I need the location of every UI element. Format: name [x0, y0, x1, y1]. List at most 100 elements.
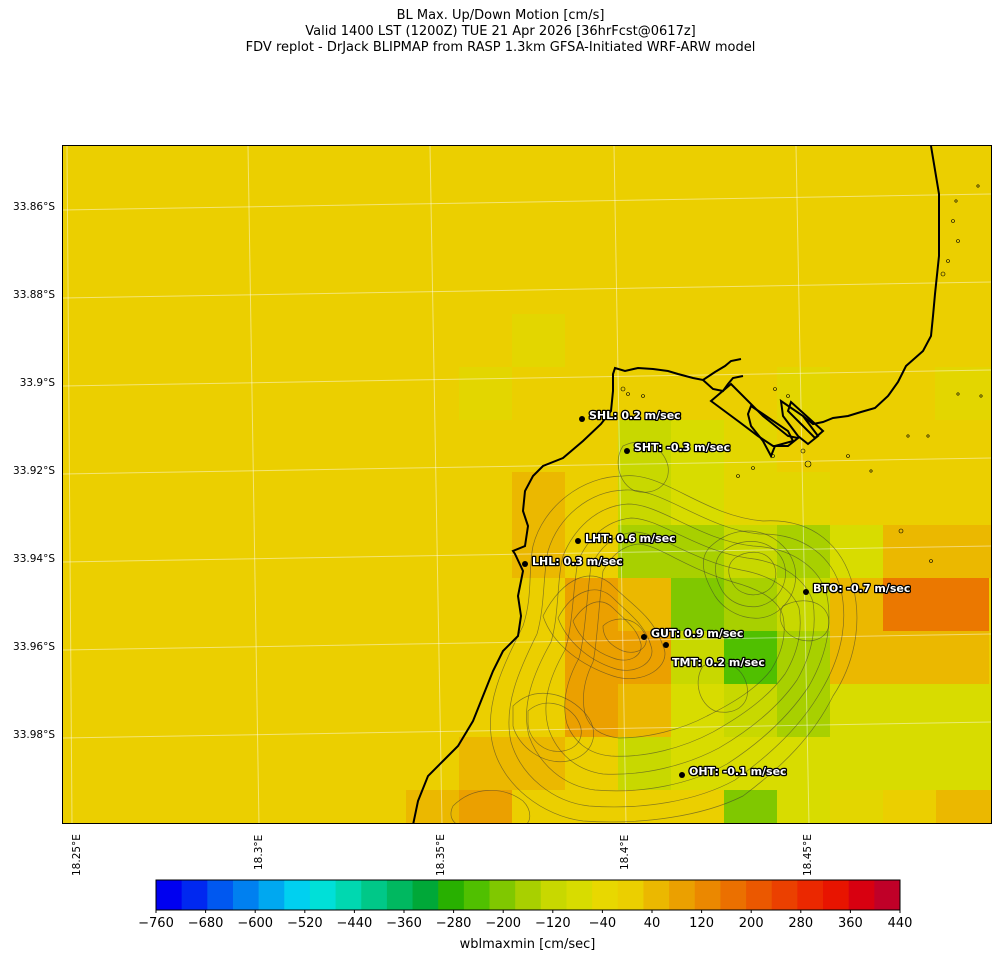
colorbar-swatch: [771, 880, 798, 910]
grid-cell: [883, 578, 989, 631]
colorbar-tick-label: 440: [887, 916, 913, 931]
grid-cell: [459, 367, 512, 420]
grid-cell: [830, 525, 883, 578]
colorbar-tick-label: −280: [435, 916, 472, 931]
grid-cell: [883, 525, 991, 578]
station-dot-lhl: [522, 561, 528, 567]
grid-cell: [777, 367, 830, 420]
grid-cell: [724, 790, 777, 823]
terrain-contours: [450, 441, 858, 823]
lon-label: 18.45°E: [802, 834, 814, 876]
colorbar-swatch: [284, 880, 311, 910]
lat-label: 33.98°S: [13, 729, 55, 741]
lat-label: 33.88°S: [13, 289, 55, 301]
lon-label: 18.25°E: [71, 834, 83, 876]
colorbar-swatch: [489, 880, 516, 910]
colorbar-swatch: [258, 880, 285, 910]
lat-label: 33.96°S: [13, 641, 55, 653]
colorbar-swatch: [156, 880, 183, 910]
lat-label: 33.9°S: [19, 377, 55, 389]
station-label-shl: SHL: 0.2 m/sec: [589, 409, 681, 422]
station-dot-lht: [575, 538, 581, 544]
colorbar-swatch: [438, 880, 465, 910]
station-label-bto: BTO: -0.7 m/sec: [813, 582, 910, 595]
colorbar-border: [155, 879, 901, 911]
station-dot-shl: [579, 416, 585, 422]
colorbar-tick-label: 120: [689, 916, 715, 931]
title-line-3: FDV replot - DrJack BLIPMAP from RASP 1.…: [245, 40, 756, 55]
grid-cell: [618, 420, 671, 473]
grid-cell: [935, 367, 991, 420]
colorbar-swatch: [232, 880, 260, 910]
colorbar-swatch: [617, 880, 644, 910]
grid-cell: [618, 737, 671, 790]
station-label-gut: GUT: 0.9 m/sec: [651, 627, 743, 640]
grid-cell: [565, 684, 618, 737]
grid-cell: [618, 578, 671, 631]
grid-cell: [777, 790, 830, 823]
map-svg: SHL: 0.2 m/sec SHT: -0.3 m/sec LHT: 0.6 …: [63, 146, 991, 823]
colorbar-swatch: [592, 880, 619, 910]
grid-cell: [936, 790, 991, 823]
grid-cell: [671, 578, 724, 631]
grid-cell: [671, 684, 724, 737]
lat-label: 33.86°S: [13, 201, 55, 213]
station-label-lhl: LHL: 0.3 m/sec: [532, 555, 623, 568]
colorbar-swatch: [540, 880, 567, 910]
title-line-1: BL Max. Up/Down Motion [cm/s]: [396, 8, 605, 23]
colorbar-label: wblmaxmin [cm/sec]: [459, 937, 596, 952]
colorbar-swatch: [463, 880, 491, 910]
colorbar-swatch: [874, 880, 901, 910]
colorbar-swatch: [694, 880, 721, 910]
grid-cell: [724, 631, 777, 684]
colorbar-tick-label: −600: [237, 916, 274, 931]
grid-cell: [512, 472, 565, 525]
lon-label: 18.35°E: [435, 834, 447, 876]
colorbar-swatch: [746, 880, 773, 910]
colorbar-tick-label: 360: [837, 916, 863, 931]
coastline: [412, 146, 940, 823]
map-panel[interactable]: SHL: 0.2 m/sec SHT: -0.3 m/sec LHT: 0.6 …: [62, 145, 992, 824]
colorbar-tick-label: −40: [588, 916, 617, 931]
colorbar-tick-label: −440: [336, 916, 373, 931]
colorbar-swatch: [848, 880, 875, 910]
grid-cell: [671, 737, 724, 790]
colorbar-swatch: [823, 880, 850, 910]
grid-cell: [777, 525, 830, 578]
colorbar-swatch: [515, 880, 542, 910]
station-dot-gut: [641, 634, 647, 640]
coastal-rocks: [620, 184, 983, 563]
lat-label: 33.92°S: [13, 465, 55, 477]
colorbar-tick-label: −120: [534, 916, 571, 931]
colorbar-tick-label: −360: [386, 916, 422, 931]
station-label-lht: LHT: 0.6 m/sec: [585, 532, 676, 545]
grid-cell: [777, 684, 830, 737]
lon-label: 18.4°E: [619, 834, 631, 870]
colorbar-tick-label: 40: [643, 916, 661, 931]
grid-cell: [724, 472, 777, 525]
station-label-oht: OHT: -0.1 m/sec: [689, 765, 787, 778]
colorbar-swatch: [386, 880, 414, 910]
grid-cell: [724, 420, 777, 473]
colorbar-tick-label: −680: [187, 916, 224, 931]
colorbar-swatch: [207, 880, 234, 910]
graticule: [63, 146, 991, 823]
grid-cell: [459, 737, 512, 790]
colorbar-swatch: [720, 880, 747, 910]
lon-label: 18.3°E: [253, 834, 265, 870]
grid-cell: [936, 631, 989, 684]
colorbar-swatch: [361, 880, 388, 910]
grid-cell: [671, 420, 724, 473]
station-dot-oht: [679, 772, 685, 778]
station-label-tmt: TMT: 0.2 m/sec: [672, 656, 765, 669]
grid-cell: [777, 631, 830, 684]
title-line-2: Valid 1400 LST (1200Z) TUE 21 Apr 2026 […: [305, 24, 696, 39]
grid-cell: [459, 790, 512, 823]
colorbar-tick-label: 280: [788, 916, 814, 931]
colorbar-swatch: [181, 880, 208, 910]
grid-cell: [830, 631, 883, 684]
grid-cell: [512, 314, 565, 367]
grid-cell: [883, 631, 936, 684]
colorbar-swatch: [669, 880, 696, 910]
station-dot-tmt: [663, 642, 669, 648]
